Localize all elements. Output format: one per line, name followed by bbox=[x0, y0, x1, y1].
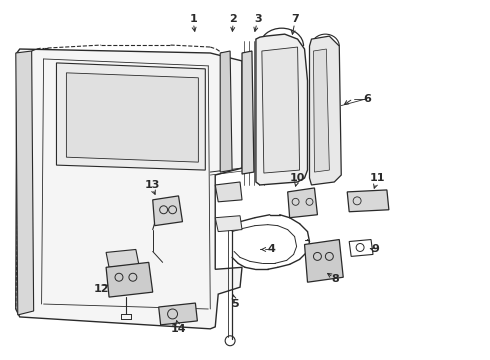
Text: 9: 9 bbox=[371, 244, 379, 255]
Polygon shape bbox=[215, 182, 242, 202]
Polygon shape bbox=[159, 303, 197, 325]
Text: 3: 3 bbox=[254, 14, 262, 24]
Polygon shape bbox=[106, 249, 139, 267]
Polygon shape bbox=[16, 49, 242, 329]
Polygon shape bbox=[310, 36, 341, 185]
Polygon shape bbox=[215, 216, 242, 231]
Polygon shape bbox=[242, 51, 254, 174]
Text: 8: 8 bbox=[331, 274, 339, 284]
Text: 1: 1 bbox=[190, 14, 197, 24]
Polygon shape bbox=[153, 196, 182, 226]
Text: 6: 6 bbox=[363, 94, 371, 104]
Text: 4: 4 bbox=[268, 244, 276, 255]
Text: 11: 11 bbox=[369, 173, 385, 183]
Polygon shape bbox=[106, 262, 153, 297]
Polygon shape bbox=[262, 47, 299, 173]
Text: 5: 5 bbox=[231, 299, 239, 309]
Polygon shape bbox=[305, 239, 343, 282]
Text: 7: 7 bbox=[292, 14, 299, 24]
Polygon shape bbox=[288, 188, 318, 218]
Text: 14: 14 bbox=[171, 324, 186, 334]
Text: 12: 12 bbox=[94, 284, 109, 294]
Polygon shape bbox=[256, 34, 308, 185]
Polygon shape bbox=[220, 51, 232, 172]
Text: 2: 2 bbox=[229, 14, 237, 24]
Polygon shape bbox=[314, 49, 329, 172]
Text: 13: 13 bbox=[145, 180, 160, 190]
Text: 10: 10 bbox=[290, 173, 305, 183]
Polygon shape bbox=[347, 190, 389, 212]
Polygon shape bbox=[56, 63, 205, 170]
Polygon shape bbox=[66, 73, 198, 162]
Polygon shape bbox=[16, 51, 34, 315]
